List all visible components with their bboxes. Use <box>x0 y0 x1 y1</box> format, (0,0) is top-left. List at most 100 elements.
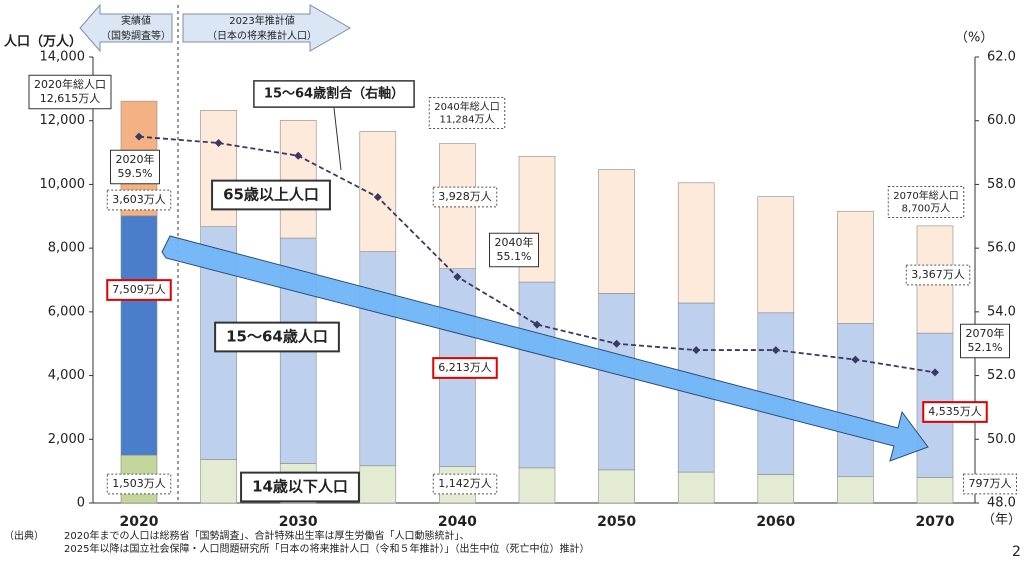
x-tick-label: 2040 <box>438 514 477 530</box>
x-tick-label: 2050 <box>597 514 636 530</box>
y-tick-label: 2,000 <box>48 432 85 447</box>
phase-arrow <box>182 4 352 52</box>
plot: 0 2,000 4,000 6,000 8,000 10,000 12,000 14,000 4… <box>40 50 1016 531</box>
bar-segment <box>359 465 397 504</box>
phase-label: 2023年推計値 <box>229 14 294 27</box>
value-label: 1,503万人 <box>106 473 172 495</box>
value-label-box <box>106 189 172 211</box>
x-tick-label: 2030 <box>279 514 318 530</box>
total-label-text: 2020年総人口 <box>34 77 106 91</box>
y-axis-label: 人口（万人） <box>4 34 82 50</box>
value-label: 3,603万人 <box>106 189 172 211</box>
ratio-marker <box>612 339 621 348</box>
value-label-text: 3,603万人 <box>112 193 166 206</box>
ratio-marker <box>533 320 541 329</box>
y-tick-label: 4,000 <box>48 368 85 383</box>
phase-arrow <box>79 3 173 53</box>
ratio-line <box>138 135 936 374</box>
value-label-text: 3,928万人 <box>438 190 492 203</box>
value-label-text: 52.1% <box>968 341 1003 354</box>
bar-segment <box>757 474 795 504</box>
series-label-box <box>214 321 340 353</box>
value-label-text: 55.1% <box>497 250 532 263</box>
value-label-text: 3,367万人 <box>911 268 965 281</box>
ratio-marker <box>373 193 382 202</box>
total-label-box <box>28 74 112 110</box>
series-label-box <box>253 80 415 108</box>
callout-line <box>333 107 342 171</box>
value-label-box <box>106 473 172 495</box>
bar-segment <box>518 467 556 504</box>
bar-segment <box>518 281 556 469</box>
y-tick-label: 10,000 <box>40 177 86 192</box>
value-label-box <box>489 232 539 268</box>
value-label: 3,928万人 <box>432 186 498 208</box>
value-label-box <box>110 149 160 185</box>
bar-segment <box>837 476 874 504</box>
ratio-marker <box>931 368 939 377</box>
ratio-marker <box>453 272 462 281</box>
ratio-marker <box>214 139 223 148</box>
value-label: 3,367万人 <box>905 264 971 286</box>
total-label-text: 12,615万人 <box>40 92 101 105</box>
value-label: 6,213万人 <box>432 357 498 379</box>
value-label-box <box>905 264 971 286</box>
series-label-text: 65歳以上人口 <box>223 186 319 204</box>
total-label-text: 11,284万人 <box>440 113 495 125</box>
value-label-box <box>432 357 498 379</box>
value-label-text: 7,509万人 <box>112 283 166 296</box>
bar-segment <box>359 251 397 467</box>
annotations: 1,503万人 1,142万人 797万人 7,509万人 6,213万人 4,535万人… <box>28 74 1017 503</box>
y2-tick-label: 54.0 <box>987 304 1016 319</box>
phase-label: （国勢調査等） <box>101 29 171 42</box>
value-label: 1,142万人 <box>432 473 498 495</box>
y2-tick-label: 58.0 <box>987 177 1016 192</box>
value-label-box <box>963 473 1017 495</box>
value-label-text: 2070年 <box>966 326 1005 340</box>
total-label-text: 8,700万人 <box>902 202 951 214</box>
series-label: 65歳以上人口 <box>211 179 331 211</box>
y2-tick-label: 56.0 <box>987 241 1016 256</box>
phase-label: （日本の将来推計人口） <box>207 29 317 42</box>
series-label: 15～64歳人口 <box>214 321 340 353</box>
y2-tick-label: 50.0 <box>987 432 1016 447</box>
phase-label: 実績値 <box>121 14 151 27</box>
total-label-box <box>428 97 506 129</box>
source-label: （出典） <box>4 529 44 542</box>
value-label-text: 6,213万人 <box>438 361 492 374</box>
total-label-box <box>887 186 965 218</box>
series-label-box <box>211 179 331 211</box>
y-tick-label: 8,000 <box>48 241 85 256</box>
value-label-text: 797万人 <box>969 477 1012 490</box>
value-label-text: 2040年 <box>495 235 534 249</box>
series-label: 15～64歳割合（右軸） <box>253 80 415 108</box>
source-text: 2020年までの人口は総務省「国勢調査」、合計特殊出生率は厚生労働省「人口動態統… <box>64 529 469 542</box>
bar-segment <box>200 459 237 504</box>
bar-segment <box>916 477 954 504</box>
source-text: 2025年以降は国立社会保障・人口問題研究所「日本の将来推計人口（令和５年推計）… <box>64 542 589 555</box>
bar-segment <box>677 471 715 504</box>
value-label-box <box>922 401 988 423</box>
ratio-marker <box>771 346 780 355</box>
total-label-text: 2070年総人口 <box>893 189 958 202</box>
value-label-box <box>432 473 498 495</box>
y2-tick-label: 52.0 <box>987 368 1016 383</box>
y-tick-label: 6,000 <box>48 304 85 319</box>
bar-segment <box>359 131 397 252</box>
x-axis-unit: （年） <box>982 513 1021 528</box>
x-tick-label: 2020 <box>120 514 159 530</box>
ratio-marker <box>692 346 701 355</box>
total-label-text: 2040年総人口 <box>434 100 499 113</box>
series-label: 14歳以下人口 <box>240 471 360 503</box>
y2-axis-label: （%） <box>955 31 993 46</box>
series-label-text: 15～64歳割合（右軸） <box>264 86 404 102</box>
value-label-box <box>960 323 1010 359</box>
bar-segment <box>837 323 874 478</box>
trend-arrow <box>161 235 929 462</box>
